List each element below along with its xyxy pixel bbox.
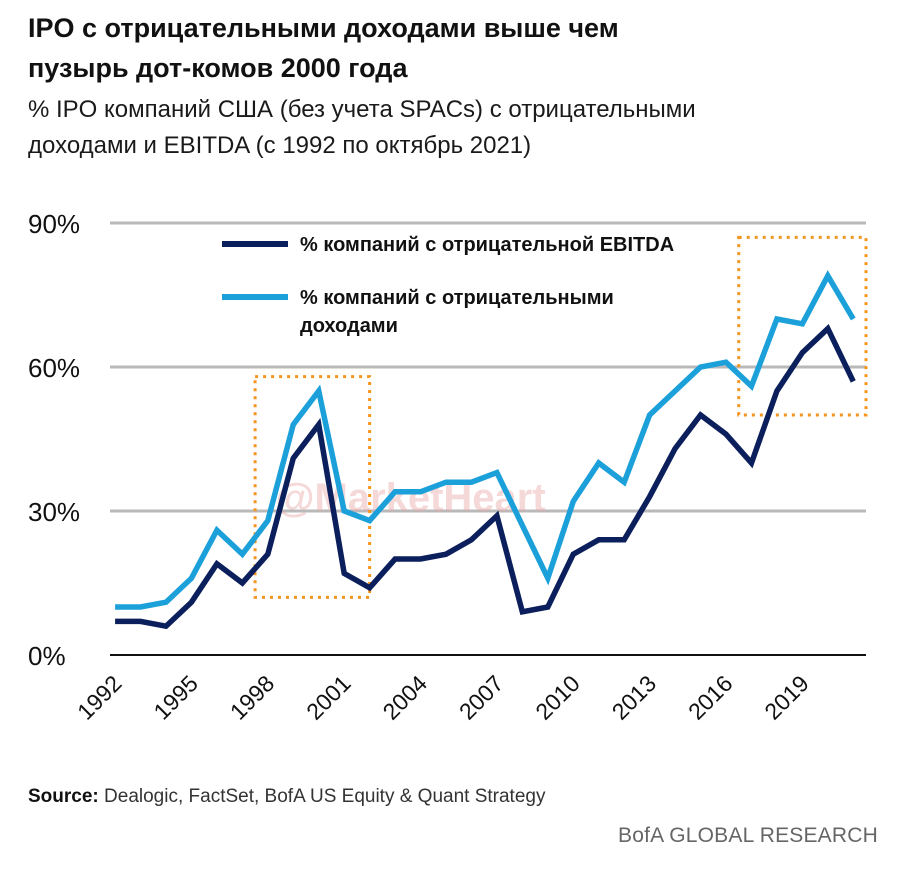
series-line-negative-ebitda (115, 324, 856, 630)
x-tick-label: 2013 (607, 670, 662, 725)
x-tick-label: 2016 (683, 670, 738, 725)
subtitle-line-1: % IPO компаний США (без учета SPACs) с о… (28, 96, 696, 123)
chart-subtitle: % IPO компаний США (без учета SPACs) с о… (28, 92, 888, 164)
chart-title: IPO с отрицательными доходами выше чем п… (28, 8, 888, 88)
x-tick-label: 2004 (378, 670, 433, 725)
source-text: Dealogic, FactSet, BofA US Equity & Quan… (98, 786, 546, 807)
source-label: Source: (28, 786, 99, 807)
x-tick-label: 2007 (454, 670, 509, 725)
y-tick-label: 90% (28, 209, 80, 239)
y-tick-label: 0% (28, 641, 66, 671)
x-tick-label: 1995 (148, 670, 203, 725)
legend-label-income-line2: доходами (300, 315, 398, 337)
y-tick-label: 60% (28, 353, 80, 383)
x-tick-label: 2010 (530, 670, 585, 725)
legend-label-ebitda: % компаний с отрицательной EBITDA (300, 234, 674, 256)
series-line-negative-income (115, 270, 856, 610)
title-line-1: IPO с отрицательными доходами выше чем (28, 13, 619, 43)
highlight-box (737, 235, 868, 417)
x-tick-label: 2019 (759, 670, 814, 725)
legend-label-income-line1: % компаний с отрицательными (300, 287, 614, 309)
brand-logo-text: BofA GLOBAL RESEARCH (618, 824, 878, 847)
x-tick-label: 1992 (72, 670, 127, 725)
subtitle-line-2: доходами и EBITDA (с 1992 по октябрь 202… (28, 132, 532, 159)
title-line-2: пузырь дот-комов 2000 года (28, 53, 408, 83)
x-tick-label: 1998 (225, 670, 280, 725)
y-tick-label: 30% (28, 497, 80, 527)
highlight-box (253, 375, 372, 599)
x-tick-label: 2001 (301, 670, 356, 725)
line-chart: 0% 30% 60% 90% 1992 1995 1998 2001 2004 2007 2010 2… (28, 209, 868, 725)
watermark-text: @MarketHeart (275, 476, 545, 520)
source-note: Source: Dealogic, FactSet, BofA US Equit… (28, 786, 545, 808)
